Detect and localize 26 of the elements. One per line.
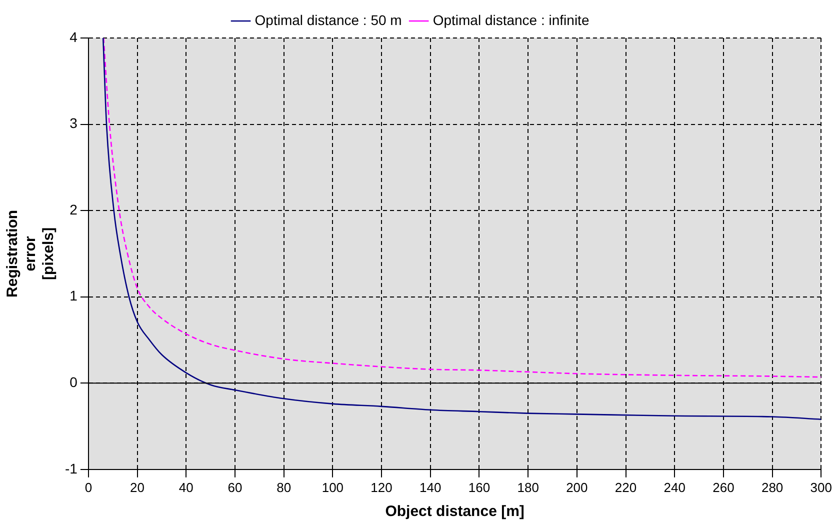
x-tick-label: 20 xyxy=(130,480,145,495)
x-tick-label: 200 xyxy=(566,480,588,495)
y-tick-label: 0 xyxy=(70,374,78,390)
x-tick-label: 40 xyxy=(178,480,194,495)
x-tick-label: 160 xyxy=(468,480,490,495)
x-tick-label: 180 xyxy=(517,480,539,495)
x-tick-label: 140 xyxy=(420,480,442,495)
y-tick-label: 1 xyxy=(70,288,78,304)
y-tick-label: -1 xyxy=(64,460,78,476)
y-axis-title: Registration error [pixels] xyxy=(4,210,58,298)
x-tick-label: 100 xyxy=(322,480,344,495)
x-tick-label: 280 xyxy=(761,480,784,495)
x-axis-title: Object distance [m] xyxy=(385,503,524,520)
x-tick-label: 120 xyxy=(370,480,392,495)
y-tick-label: 3 xyxy=(70,115,78,132)
x-tick-label: 240 xyxy=(664,480,686,495)
x-tick-label: 260 xyxy=(712,480,734,495)
x-tick-label: 60 xyxy=(228,480,242,495)
legend-label: Optimal distance : 50 m xyxy=(254,12,402,28)
y-tick-label: 4 xyxy=(70,28,78,45)
x-tick-label: 80 xyxy=(276,480,292,495)
legend-label: Optimal distance : infinite xyxy=(432,12,590,28)
x-tick-label: 300 xyxy=(810,480,832,495)
y-tick-label: 2 xyxy=(70,201,78,218)
x-tick-label: 0 xyxy=(84,480,92,495)
x-tick-label: 220 xyxy=(614,480,637,495)
